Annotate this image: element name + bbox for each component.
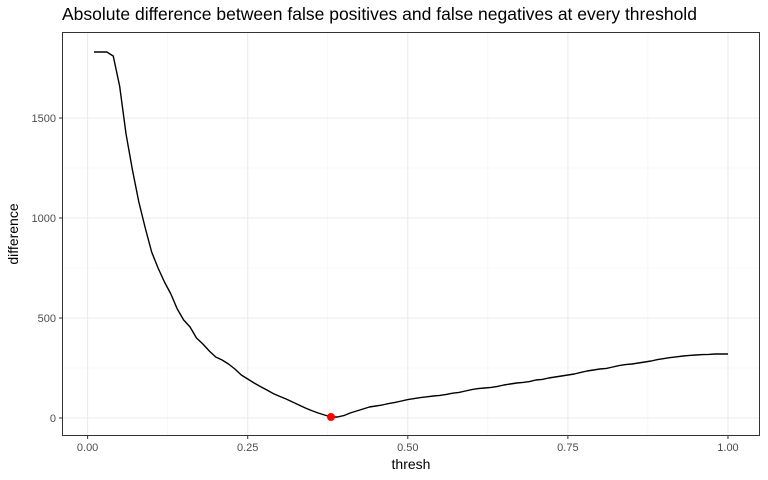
- y-tick-label: 1000: [32, 213, 56, 225]
- x-tick-label: 0.25: [237, 442, 258, 454]
- y-tick-label: 1500: [32, 113, 56, 125]
- axis-ticks: [59, 117, 729, 439]
- series-layer: [94, 51, 728, 418]
- panel-border: [62, 32, 760, 436]
- minimum-point-marker: [326, 413, 335, 421]
- x-tick-label: 0.75: [557, 442, 578, 454]
- x-axis-title: thresh: [392, 456, 431, 472]
- x-tick-label: 0.50: [397, 442, 418, 454]
- y-tick-label: 0: [50, 413, 56, 425]
- y-tick-label: 500: [38, 313, 56, 325]
- x-tick-label: 0.00: [77, 442, 98, 454]
- minor-gridlines: [62, 32, 760, 436]
- series-line: [94, 51, 728, 418]
- y-axis-title: difference: [5, 203, 21, 264]
- major-gridlines: [62, 32, 760, 436]
- chart-title: Absolute difference between false positi…: [62, 4, 697, 24]
- x-tick-labels: 0.00 0.25 0.50 0.75 1.00: [77, 442, 739, 454]
- highlight-layer: [326, 413, 335, 421]
- x-tick-label: 1.00: [717, 442, 738, 454]
- y-tick-labels: 0 500 1000 1500: [32, 113, 56, 425]
